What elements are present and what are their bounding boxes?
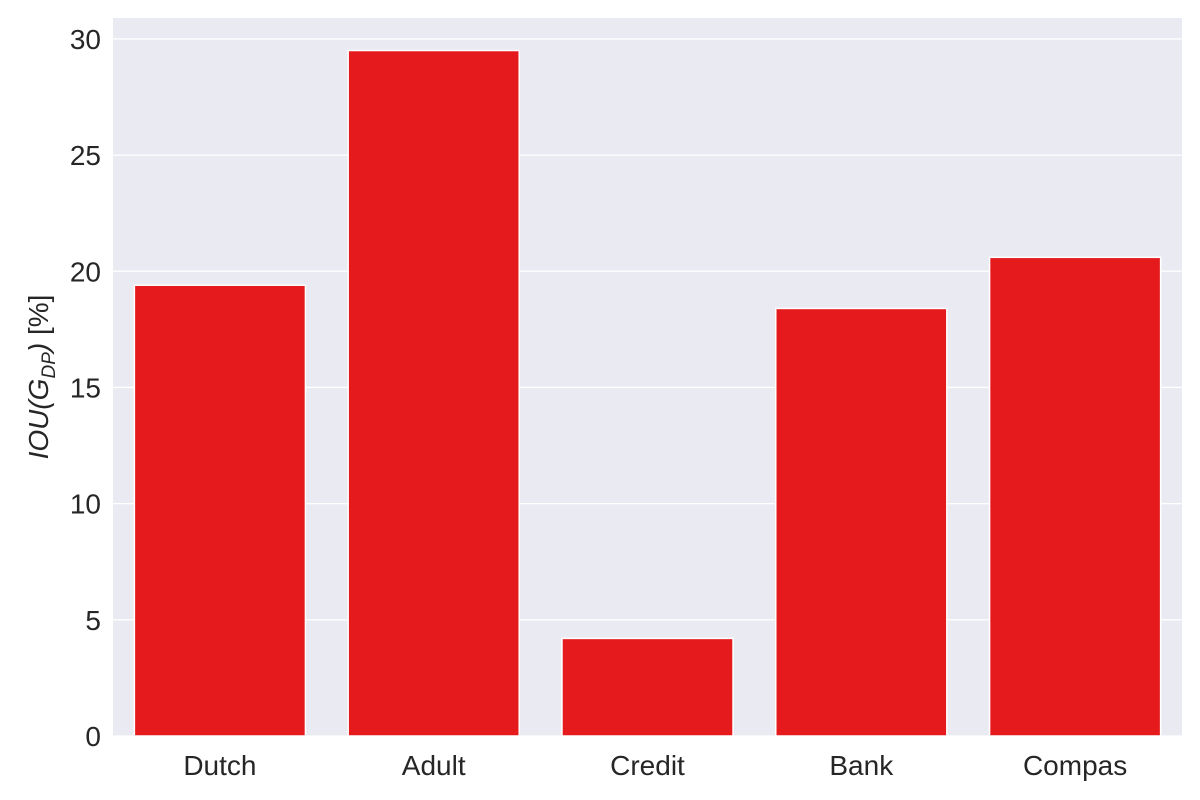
y-tick-label: 5 xyxy=(85,605,101,636)
x-tick-label: Bank xyxy=(829,750,894,781)
x-tick-label: Compas xyxy=(1023,750,1127,781)
bar-bank xyxy=(775,307,948,737)
y-tick-label: 25 xyxy=(70,140,101,171)
x-tick-label: Dutch xyxy=(183,750,256,781)
y-tick-label: 20 xyxy=(70,256,101,287)
x-tick-label: Adult xyxy=(402,750,466,781)
y-axis-label: IOU(GDP) [%] xyxy=(23,295,60,460)
bar-dutch xyxy=(133,284,307,737)
x-tick-labels: Dutch Adult Credit Bank Compas xyxy=(183,750,1127,781)
bar-credit xyxy=(561,637,734,737)
bar-compas xyxy=(988,256,1162,737)
y-tick-label: 10 xyxy=(70,489,101,520)
y-tick-labels: 0 5 10 15 20 25 30 xyxy=(70,24,101,752)
x-tick-label: Credit xyxy=(610,750,685,781)
bars xyxy=(133,49,1162,737)
y-tick-label: 30 xyxy=(70,24,101,55)
bar-adult xyxy=(347,49,520,737)
y-tick-label: 15 xyxy=(70,372,101,403)
y-tick-label: 0 xyxy=(85,721,101,752)
